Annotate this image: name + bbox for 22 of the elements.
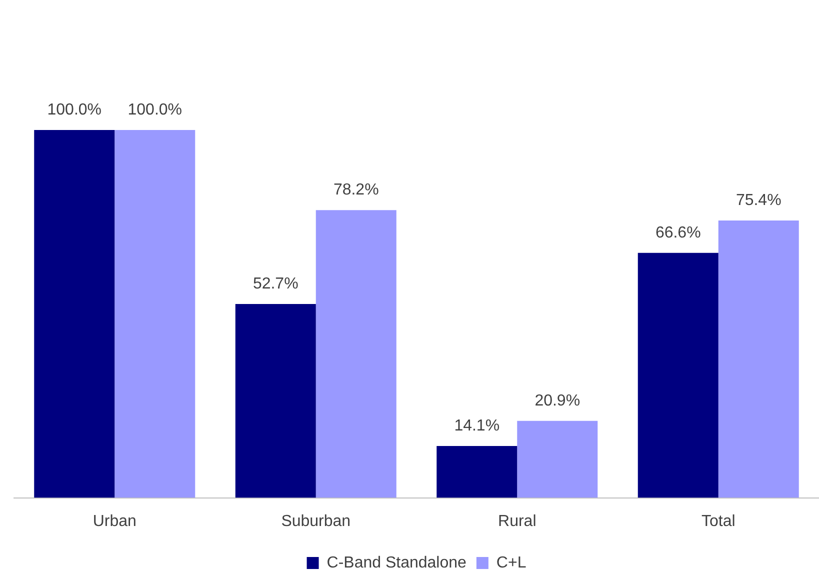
data-label: 100.0% [47, 101, 102, 118]
bar [316, 210, 396, 498]
data-label: 75.4% [736, 192, 782, 209]
x-tick-label: Total [701, 512, 736, 530]
bar [436, 446, 518, 498]
bar [114, 130, 196, 498]
bar [517, 420, 598, 498]
bar [235, 304, 316, 498]
data-label: 14.1% [454, 417, 500, 434]
legend-label: C+L [496, 554, 526, 572]
data-label: 66.6% [655, 224, 701, 242]
bar [34, 130, 115, 498]
x-tick-label: Urban [92, 512, 136, 530]
data-label: 100.0% [128, 101, 182, 118]
x-tick-label: Rural [498, 512, 536, 530]
bar [718, 220, 799, 498]
data-label: 52.7% [252, 275, 298, 292]
data-label: 20.9% [534, 392, 580, 410]
data-label: 78.2% [333, 182, 379, 199]
legend-label: C-Band Standalone [326, 554, 467, 572]
x-tick-label: Suburban [281, 512, 351, 530]
bar [638, 252, 718, 498]
